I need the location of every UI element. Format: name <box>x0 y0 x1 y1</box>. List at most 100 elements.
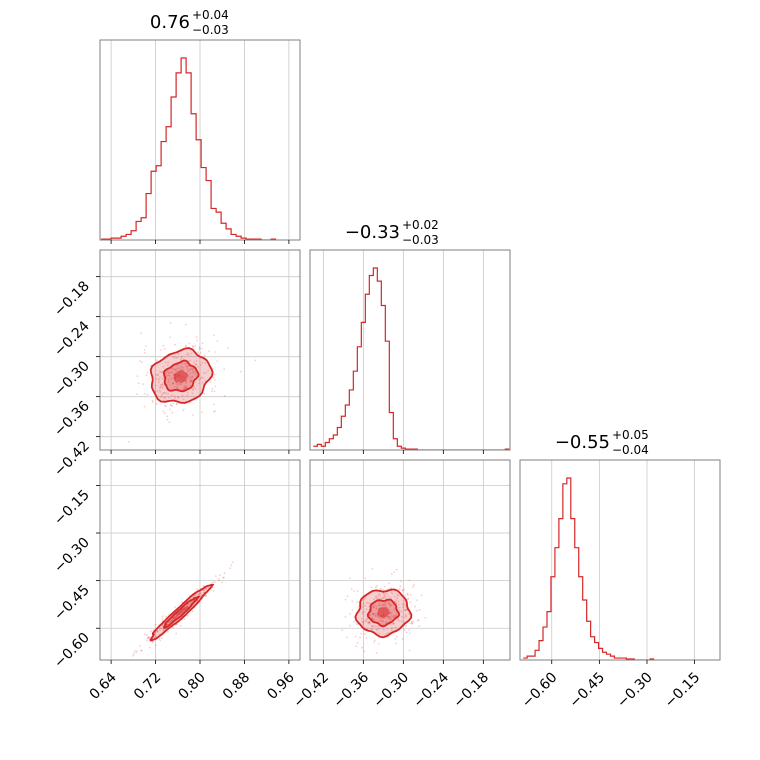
sample-point <box>401 589 404 592</box>
sample-point <box>211 390 213 392</box>
y-tick-label: −0.42 <box>51 438 93 480</box>
x-tick-label: 0.72 <box>131 670 164 703</box>
sample-point <box>163 412 166 415</box>
x-tick-label: 0.80 <box>175 670 208 703</box>
sample-point <box>167 392 169 395</box>
sample-point <box>159 639 162 642</box>
sample-point <box>382 620 384 623</box>
sample-point <box>157 373 159 376</box>
sample-point <box>214 410 217 412</box>
sample-point <box>132 654 135 657</box>
panel-frame <box>309 249 511 451</box>
sample-point <box>208 350 210 353</box>
sample-point <box>375 607 378 610</box>
sample-point <box>382 606 385 608</box>
sample-point <box>385 621 388 624</box>
sample-point <box>184 382 187 384</box>
y-tick-label: −0.24 <box>51 318 93 360</box>
sample-point <box>368 622 371 625</box>
sample-point <box>371 612 374 615</box>
sample-point <box>140 649 143 652</box>
sample-point <box>186 392 189 394</box>
sample-point <box>192 346 194 348</box>
sample-point <box>147 636 150 639</box>
sample-point <box>384 585 386 588</box>
sample-point <box>367 621 369 623</box>
sample-point <box>362 623 365 625</box>
sample-point <box>372 604 375 607</box>
sample-point <box>364 577 367 580</box>
sample-point <box>182 398 185 401</box>
sample-point <box>157 374 159 376</box>
sample-point <box>373 641 375 644</box>
sample-point <box>171 411 174 414</box>
sample-point <box>194 372 197 375</box>
sample-point <box>344 615 347 618</box>
sample-point <box>344 598 347 601</box>
sample-point <box>164 404 166 407</box>
sample-point <box>137 382 140 385</box>
sample-point <box>354 635 357 638</box>
sample-point <box>407 593 409 596</box>
sample-point <box>193 594 196 597</box>
sample-point <box>213 403 216 406</box>
sample-point <box>176 623 179 626</box>
sample-point <box>406 592 409 595</box>
sample-point <box>164 361 167 364</box>
sample-point <box>182 366 185 369</box>
sample-point <box>191 368 194 371</box>
sample-point <box>171 619 174 622</box>
sample-point <box>161 637 163 639</box>
sample-point <box>418 609 421 611</box>
sample-point <box>155 374 157 376</box>
y-tick-label: −0.18 <box>51 278 93 320</box>
sample-point <box>379 594 381 597</box>
sample-point <box>387 595 389 597</box>
x-tick-label: −0.30 <box>614 670 656 712</box>
sample-point <box>388 609 391 612</box>
sample-point <box>166 364 169 367</box>
param-title-2-plus: +0.05 <box>612 428 649 442</box>
sample-point <box>172 402 175 405</box>
sample-point <box>375 596 378 599</box>
sample-point <box>371 567 374 570</box>
sample-point <box>393 608 396 611</box>
sample-point <box>144 633 146 636</box>
sample-point <box>377 625 379 628</box>
sample-point <box>394 613 397 616</box>
sample-point <box>170 618 173 621</box>
sample-point <box>375 625 377 628</box>
histogram-1 <box>313 267 510 450</box>
sample-point <box>404 616 407 619</box>
sample-point <box>189 372 192 375</box>
sample-point <box>145 374 148 377</box>
sample-point <box>393 615 395 617</box>
sample-point <box>397 600 400 603</box>
sample-point <box>187 365 190 367</box>
sample-point <box>398 588 401 591</box>
sample-point <box>395 642 397 645</box>
sample-point <box>374 586 377 588</box>
sample-point <box>212 376 215 379</box>
sample-point <box>371 605 374 608</box>
sample-point <box>148 646 151 649</box>
sample-point <box>218 577 220 580</box>
sample-point <box>196 384 198 387</box>
sample-point <box>396 618 399 621</box>
sample-point <box>164 405 167 408</box>
x-tick-label: 0.64 <box>87 669 120 702</box>
sample-point <box>162 410 165 412</box>
sample-point <box>219 574 221 577</box>
sample-point <box>404 594 407 597</box>
sample-point <box>409 593 412 596</box>
sample-point <box>192 370 195 373</box>
sample-point <box>378 627 380 630</box>
sample-point <box>166 374 169 377</box>
sample-point <box>184 387 186 390</box>
sample-point <box>180 365 182 368</box>
sample-point <box>372 618 374 621</box>
sample-point <box>196 339 198 342</box>
sample-point <box>415 609 418 612</box>
sample-point <box>186 386 189 389</box>
sample-point <box>192 414 195 416</box>
